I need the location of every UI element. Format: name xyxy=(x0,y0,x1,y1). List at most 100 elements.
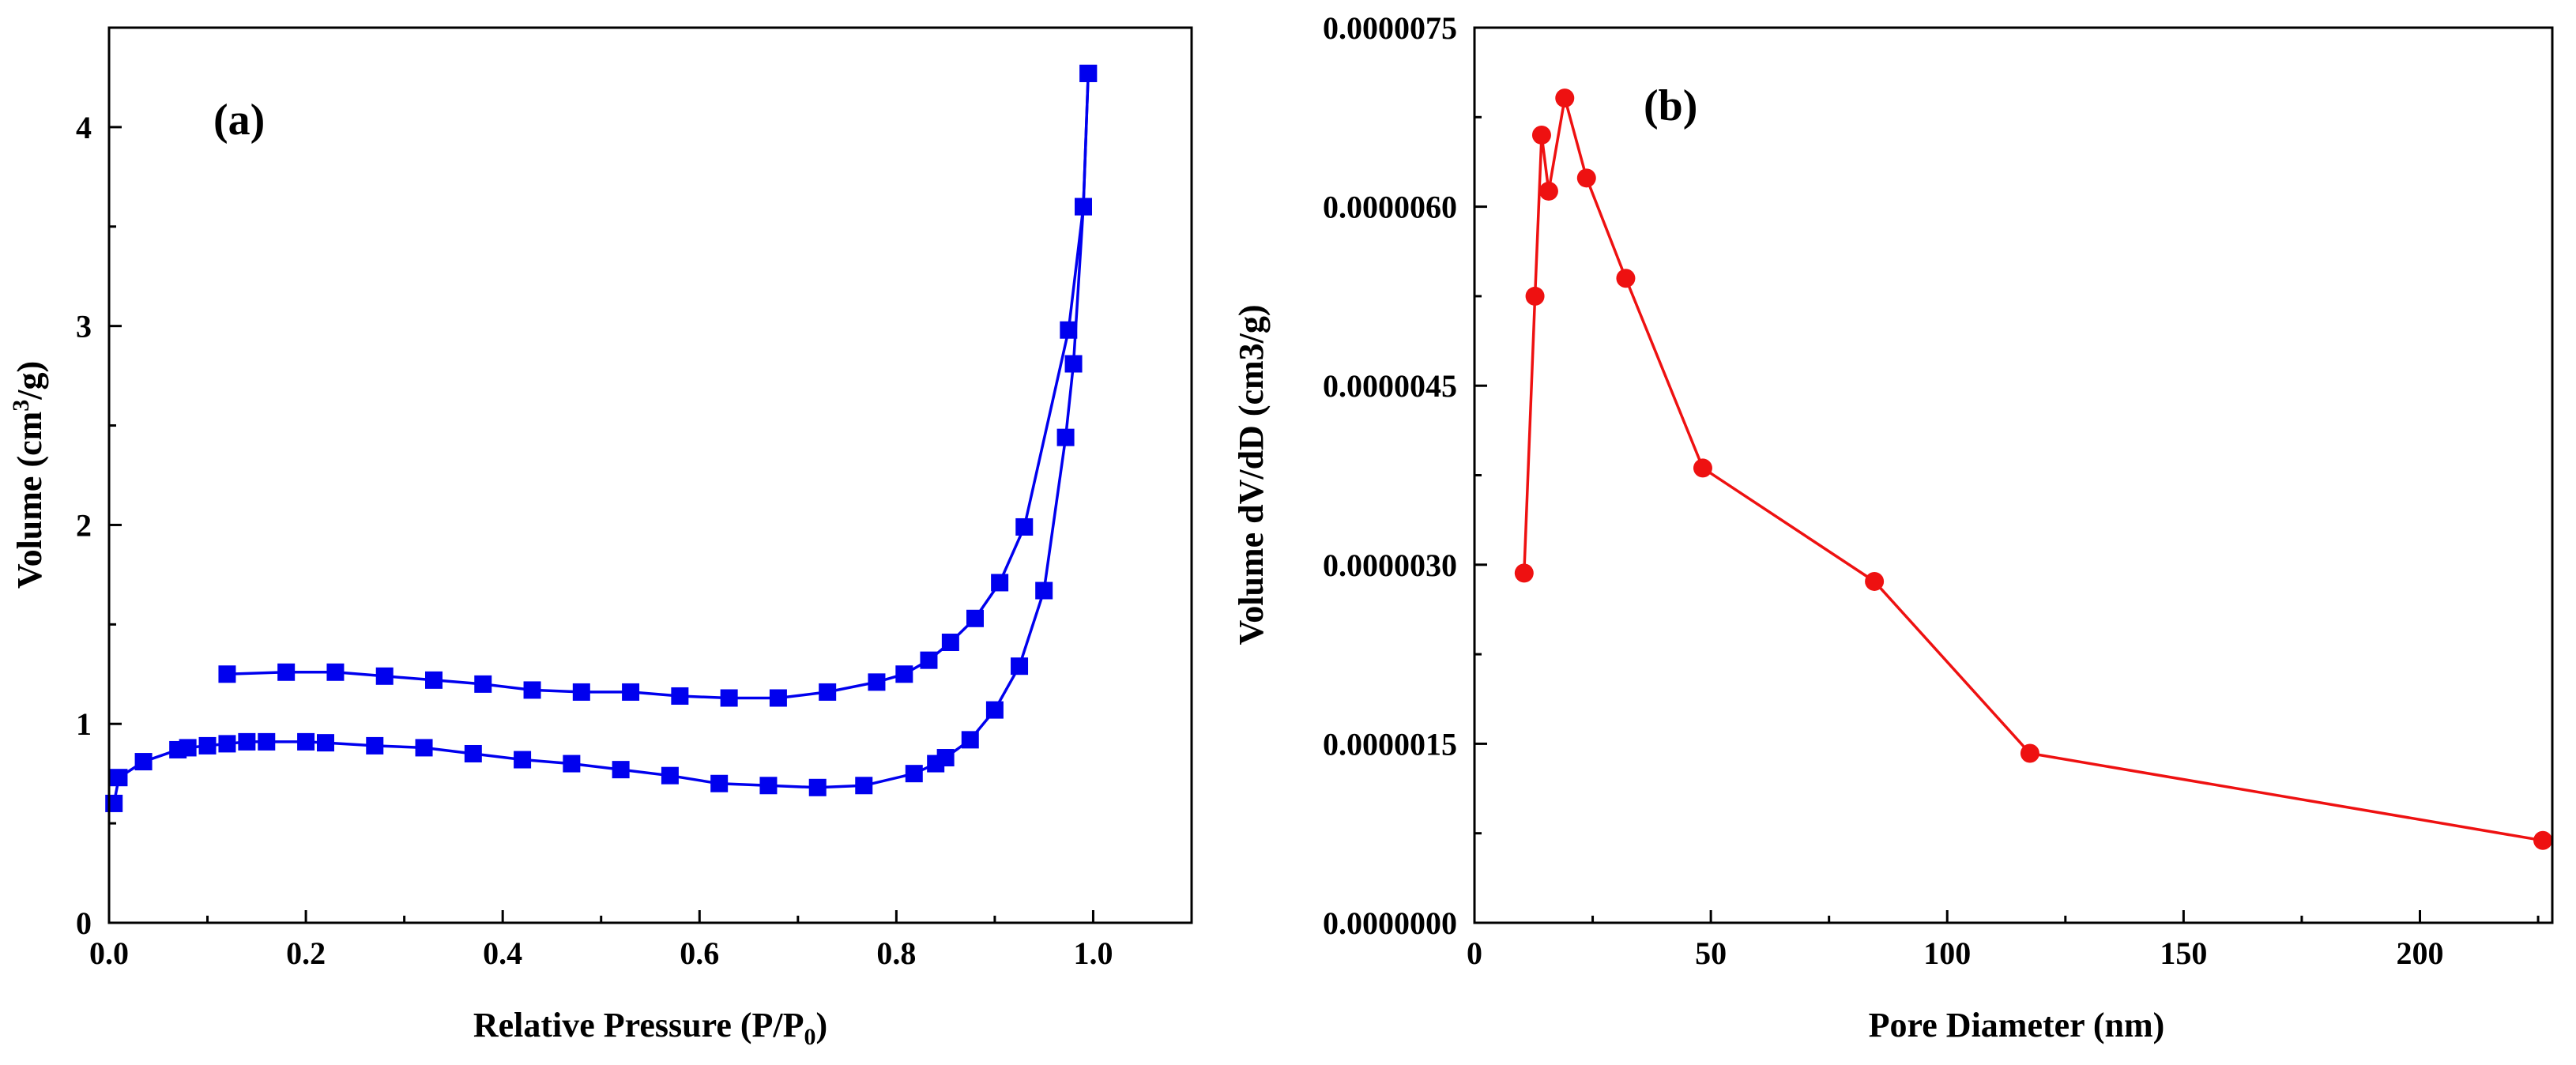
panel-a-data-point xyxy=(326,663,345,681)
panel-b-x-tick-label: 150 xyxy=(2160,935,2207,971)
panel-b-y-tick-label: 0.0000075 xyxy=(1323,10,1457,46)
panel-b-data-point xyxy=(2533,830,2553,850)
panel-a-data-point xyxy=(966,609,984,627)
panel-a-isotherm: 0.0 0.2 0.4 0.6 0.8 1.0 0 1 2 3 4 (a) Relative Pre… xyxy=(8,26,1193,1050)
panel-a-x-tick-label: 0.0 xyxy=(89,935,129,971)
panel-b-x-tick-label: 0 xyxy=(1467,935,1482,971)
panel-a-data-point xyxy=(1035,581,1053,600)
panel-a-series-line-adsorption xyxy=(112,73,1090,804)
panel-a-ticks: 0.0 0.2 0.4 0.6 0.8 1.0 0 1 2 3 4 xyxy=(76,110,1113,971)
panel-a-data-point xyxy=(720,689,738,707)
panel-a-data-point xyxy=(920,651,938,669)
panel-b-y-tick-label: 0.0000060 xyxy=(1323,190,1457,225)
panel-a-data-point xyxy=(1064,355,1083,373)
panel-a-x-tick-label: 0.8 xyxy=(876,935,916,971)
panel-a-data-point xyxy=(710,774,729,792)
panel-a-data-point xyxy=(464,744,482,762)
panel-a-data-point xyxy=(661,766,679,785)
panel-a-data-point xyxy=(415,739,433,757)
panel-a-data-point xyxy=(1015,517,1034,536)
panel-b-y-tick-label: 0.0000000 xyxy=(1323,905,1457,941)
panel-a-data-point xyxy=(514,751,532,769)
panel-b-data-point xyxy=(1616,269,1636,288)
panel-a-data-point xyxy=(218,665,236,683)
panel-a-data-marks xyxy=(105,64,1098,812)
panel-b-y-axis-title: Volume dV/dD (cm3/g) xyxy=(1232,304,1271,645)
panel-a-data-point xyxy=(563,755,581,773)
panel-a-data-point xyxy=(238,732,256,751)
panel-a-data-point xyxy=(759,777,778,795)
panel-a-data-point xyxy=(671,687,689,705)
panel-a-y-tick-label: 2 xyxy=(76,507,92,543)
panel-b-data-point xyxy=(1538,181,1558,201)
panel-b-data-point xyxy=(2020,743,2039,763)
panel-a-data-point xyxy=(895,665,913,683)
panel-a-data-point xyxy=(1075,198,1092,216)
panel-a-data-point xyxy=(258,732,276,751)
panel-a-data-point xyxy=(769,689,787,707)
panel-b-ticks: 0 50 100 150 200 0.0000000 0.0000015 0.0000030 0… xyxy=(1323,10,2540,971)
panel-b-x-tick-label: 50 xyxy=(1695,935,1727,971)
panel-a-data-point xyxy=(1056,428,1075,446)
panel-a-data-point xyxy=(179,739,197,757)
panel-a-data-point xyxy=(612,761,630,779)
panel-b-data-marks xyxy=(1514,88,2553,850)
panel-a-data-point xyxy=(277,663,296,681)
panel-b-data-point xyxy=(1531,125,1551,145)
panel-a-y-tick-label: 0 xyxy=(76,905,92,941)
panel-b-data-point xyxy=(1555,88,1575,108)
panel-a-label: (a) xyxy=(213,96,265,145)
panel-b-data-point xyxy=(1693,458,1712,478)
panel-b-y-tick-label: 0.0000030 xyxy=(1323,548,1457,583)
panel-a-plot-frame xyxy=(107,26,1193,924)
panel-a-x-tick-label: 1.0 xyxy=(1073,935,1113,971)
panel-a-data-point xyxy=(868,673,886,691)
panel-a-y-axis-title: Volume (cm3/g) xyxy=(8,361,49,589)
panel-a-x-tick-label: 0.2 xyxy=(286,935,326,971)
panel-a-data-point xyxy=(474,675,492,693)
panel-a-y-tick-label: 4 xyxy=(76,110,92,145)
panel-a-y-axis-title-tail: /g) xyxy=(10,361,49,401)
panel-a-data-point xyxy=(808,778,827,796)
panel-a-data-point xyxy=(110,769,128,787)
panel-a-y-tick-label: 1 xyxy=(76,706,92,742)
panel-a-data-point xyxy=(855,777,873,795)
panel-a-data-point xyxy=(218,735,236,753)
panel-a-data-point xyxy=(198,736,217,755)
panel-a-y-tick-label: 3 xyxy=(76,309,92,344)
panel-b-data-point xyxy=(1514,563,1534,583)
panel-a-data-point xyxy=(961,731,979,749)
panel-a-data-point xyxy=(622,683,640,701)
panel-a-x-axis-title-sub: 0 xyxy=(804,1024,816,1050)
panel-b-y-tick-label: 0.0000045 xyxy=(1323,368,1457,404)
panel-a-x-axis-title: Relative Pressure (P/P0) xyxy=(473,1006,827,1050)
panel-a-y-axis-title-sup: 3 xyxy=(8,400,34,412)
panel-a-data-point xyxy=(317,734,334,752)
panel-a-data-point xyxy=(375,667,394,685)
panel-b-x-axis-title: Pore Diameter (nm) xyxy=(1869,1006,2165,1044)
panel-a-x-tick-label: 0.6 xyxy=(680,935,719,971)
panel-b-y-tick-label: 0.0000015 xyxy=(1323,726,1457,762)
panel-a-data-point xyxy=(819,683,837,701)
panel-a-data-point xyxy=(1011,657,1029,676)
panel-b-label: (b) xyxy=(1644,81,1697,130)
panel-a-data-point xyxy=(134,753,153,771)
panel-b-plot-frame xyxy=(1473,26,2554,924)
panel-a-x-axis-title-tail: ) xyxy=(816,1006,828,1044)
panel-b-data-point xyxy=(1576,168,1596,188)
panel-a-series-line-desorption xyxy=(227,73,1090,700)
panel-b-series-line-pore-size-distribution xyxy=(1523,97,2544,842)
panel-b-x-tick-label: 200 xyxy=(2396,935,2443,971)
panel-b-data-point xyxy=(1865,571,1885,591)
panel-a-data-point xyxy=(523,681,541,699)
panel-a-x-tick-label: 0.4 xyxy=(483,935,522,971)
panel-a-data-point xyxy=(985,701,1004,719)
panel-a-data-point xyxy=(425,671,443,689)
panel-a-data-point xyxy=(936,749,955,767)
panel-a-data-point xyxy=(941,633,959,651)
panel-a-x-axis-title-main: Relative Pressure (P/P xyxy=(473,1006,804,1044)
panel-a-data-point xyxy=(1060,321,1078,339)
panel-b-pore-distribution: 0 50 100 150 200 0.0000000 0.0000015 0.0000030 0… xyxy=(1232,10,2554,1044)
panel-a-data-point xyxy=(991,574,1009,592)
